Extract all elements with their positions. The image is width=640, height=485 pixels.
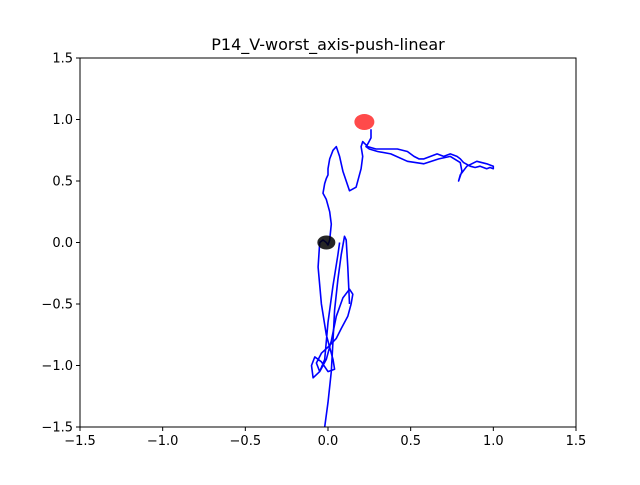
x-tick-label: −1.5 bbox=[64, 434, 96, 449]
x-tick-label: −0.5 bbox=[230, 434, 262, 449]
y-tick-label: −1.0 bbox=[41, 359, 73, 374]
chart-title: P14_V-worst_axis-push-linear bbox=[211, 35, 445, 55]
x-tick-label: 1.0 bbox=[483, 434, 504, 449]
y-tick-label: 0.0 bbox=[52, 236, 73, 251]
y-tick-label: −1.5 bbox=[41, 421, 73, 436]
x-tick-label: 0.5 bbox=[400, 434, 421, 449]
y-tick-label: 1.5 bbox=[52, 52, 73, 67]
y-tick-label: 0.5 bbox=[52, 175, 73, 190]
x-tick-label: −1.0 bbox=[147, 434, 179, 449]
plot-area: −1.5 −1.0 −0.5 0.0 0.5 1.0 1.5 −1.5 −1.0 −0.5 0.0 0… bbox=[41, 52, 586, 450]
y-tick-label: 1.0 bbox=[52, 113, 73, 128]
goal-marker bbox=[354, 113, 375, 130]
x-tick-label: 0.0 bbox=[318, 434, 339, 449]
trajectory-line-2 bbox=[323, 235, 351, 427]
trajectory-line-1 bbox=[310, 129, 495, 379]
start-marker bbox=[317, 235, 336, 250]
y-tick-label: −0.5 bbox=[41, 298, 73, 313]
x-tick-label: 1.5 bbox=[566, 434, 587, 449]
